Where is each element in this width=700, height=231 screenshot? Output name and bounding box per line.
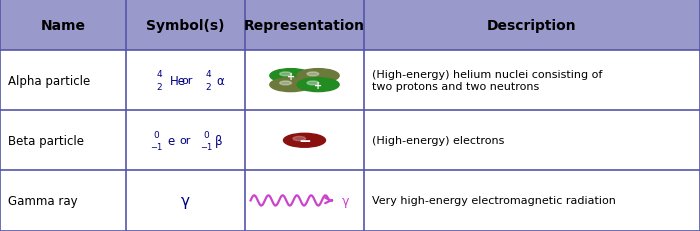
Text: Name: Name (41, 18, 85, 32)
Text: e: e (167, 134, 174, 147)
Text: −: − (298, 133, 311, 148)
Text: 2: 2 (205, 82, 211, 91)
Text: 0: 0 (153, 130, 159, 139)
Text: (High-energy) electrons: (High-energy) electrons (372, 136, 505, 146)
FancyBboxPatch shape (0, 0, 700, 51)
Text: α: α (216, 74, 224, 87)
Circle shape (270, 69, 312, 83)
Circle shape (298, 78, 340, 92)
Text: or: or (181, 76, 193, 86)
Text: Gamma ray: Gamma ray (8, 194, 78, 207)
Text: −1: −1 (150, 143, 162, 151)
Text: Beta particle: Beta particle (8, 134, 85, 147)
Text: +: + (287, 71, 295, 81)
Text: Alpha particle: Alpha particle (8, 74, 91, 87)
Circle shape (307, 82, 318, 85)
Circle shape (293, 137, 305, 141)
Text: 4: 4 (156, 70, 162, 79)
Text: He: He (170, 74, 186, 87)
Text: β: β (215, 134, 223, 147)
Text: −1: −1 (200, 143, 213, 151)
Text: Very high-energy electromagnetic radiation: Very high-energy electromagnetic radiati… (372, 196, 616, 206)
Text: 4: 4 (205, 70, 211, 79)
FancyBboxPatch shape (0, 111, 700, 171)
Text: +: + (314, 80, 322, 90)
Circle shape (298, 69, 340, 83)
FancyBboxPatch shape (0, 171, 700, 231)
Circle shape (280, 73, 291, 76)
Text: or: or (180, 136, 191, 146)
Text: (High-energy) helium nuclei consisting of
two protons and two neutrons: (High-energy) helium nuclei consisting o… (372, 70, 603, 91)
Circle shape (307, 73, 318, 76)
Text: Description: Description (487, 18, 577, 32)
Text: 0: 0 (204, 130, 209, 139)
Circle shape (280, 82, 291, 85)
Text: 2: 2 (156, 82, 162, 91)
Text: Symbol(s): Symbol(s) (146, 18, 225, 32)
Text: γ: γ (342, 194, 349, 207)
FancyBboxPatch shape (0, 51, 700, 111)
Circle shape (270, 78, 312, 92)
Text: γ: γ (181, 193, 190, 208)
Text: Representation: Representation (244, 18, 365, 32)
Circle shape (284, 134, 326, 148)
